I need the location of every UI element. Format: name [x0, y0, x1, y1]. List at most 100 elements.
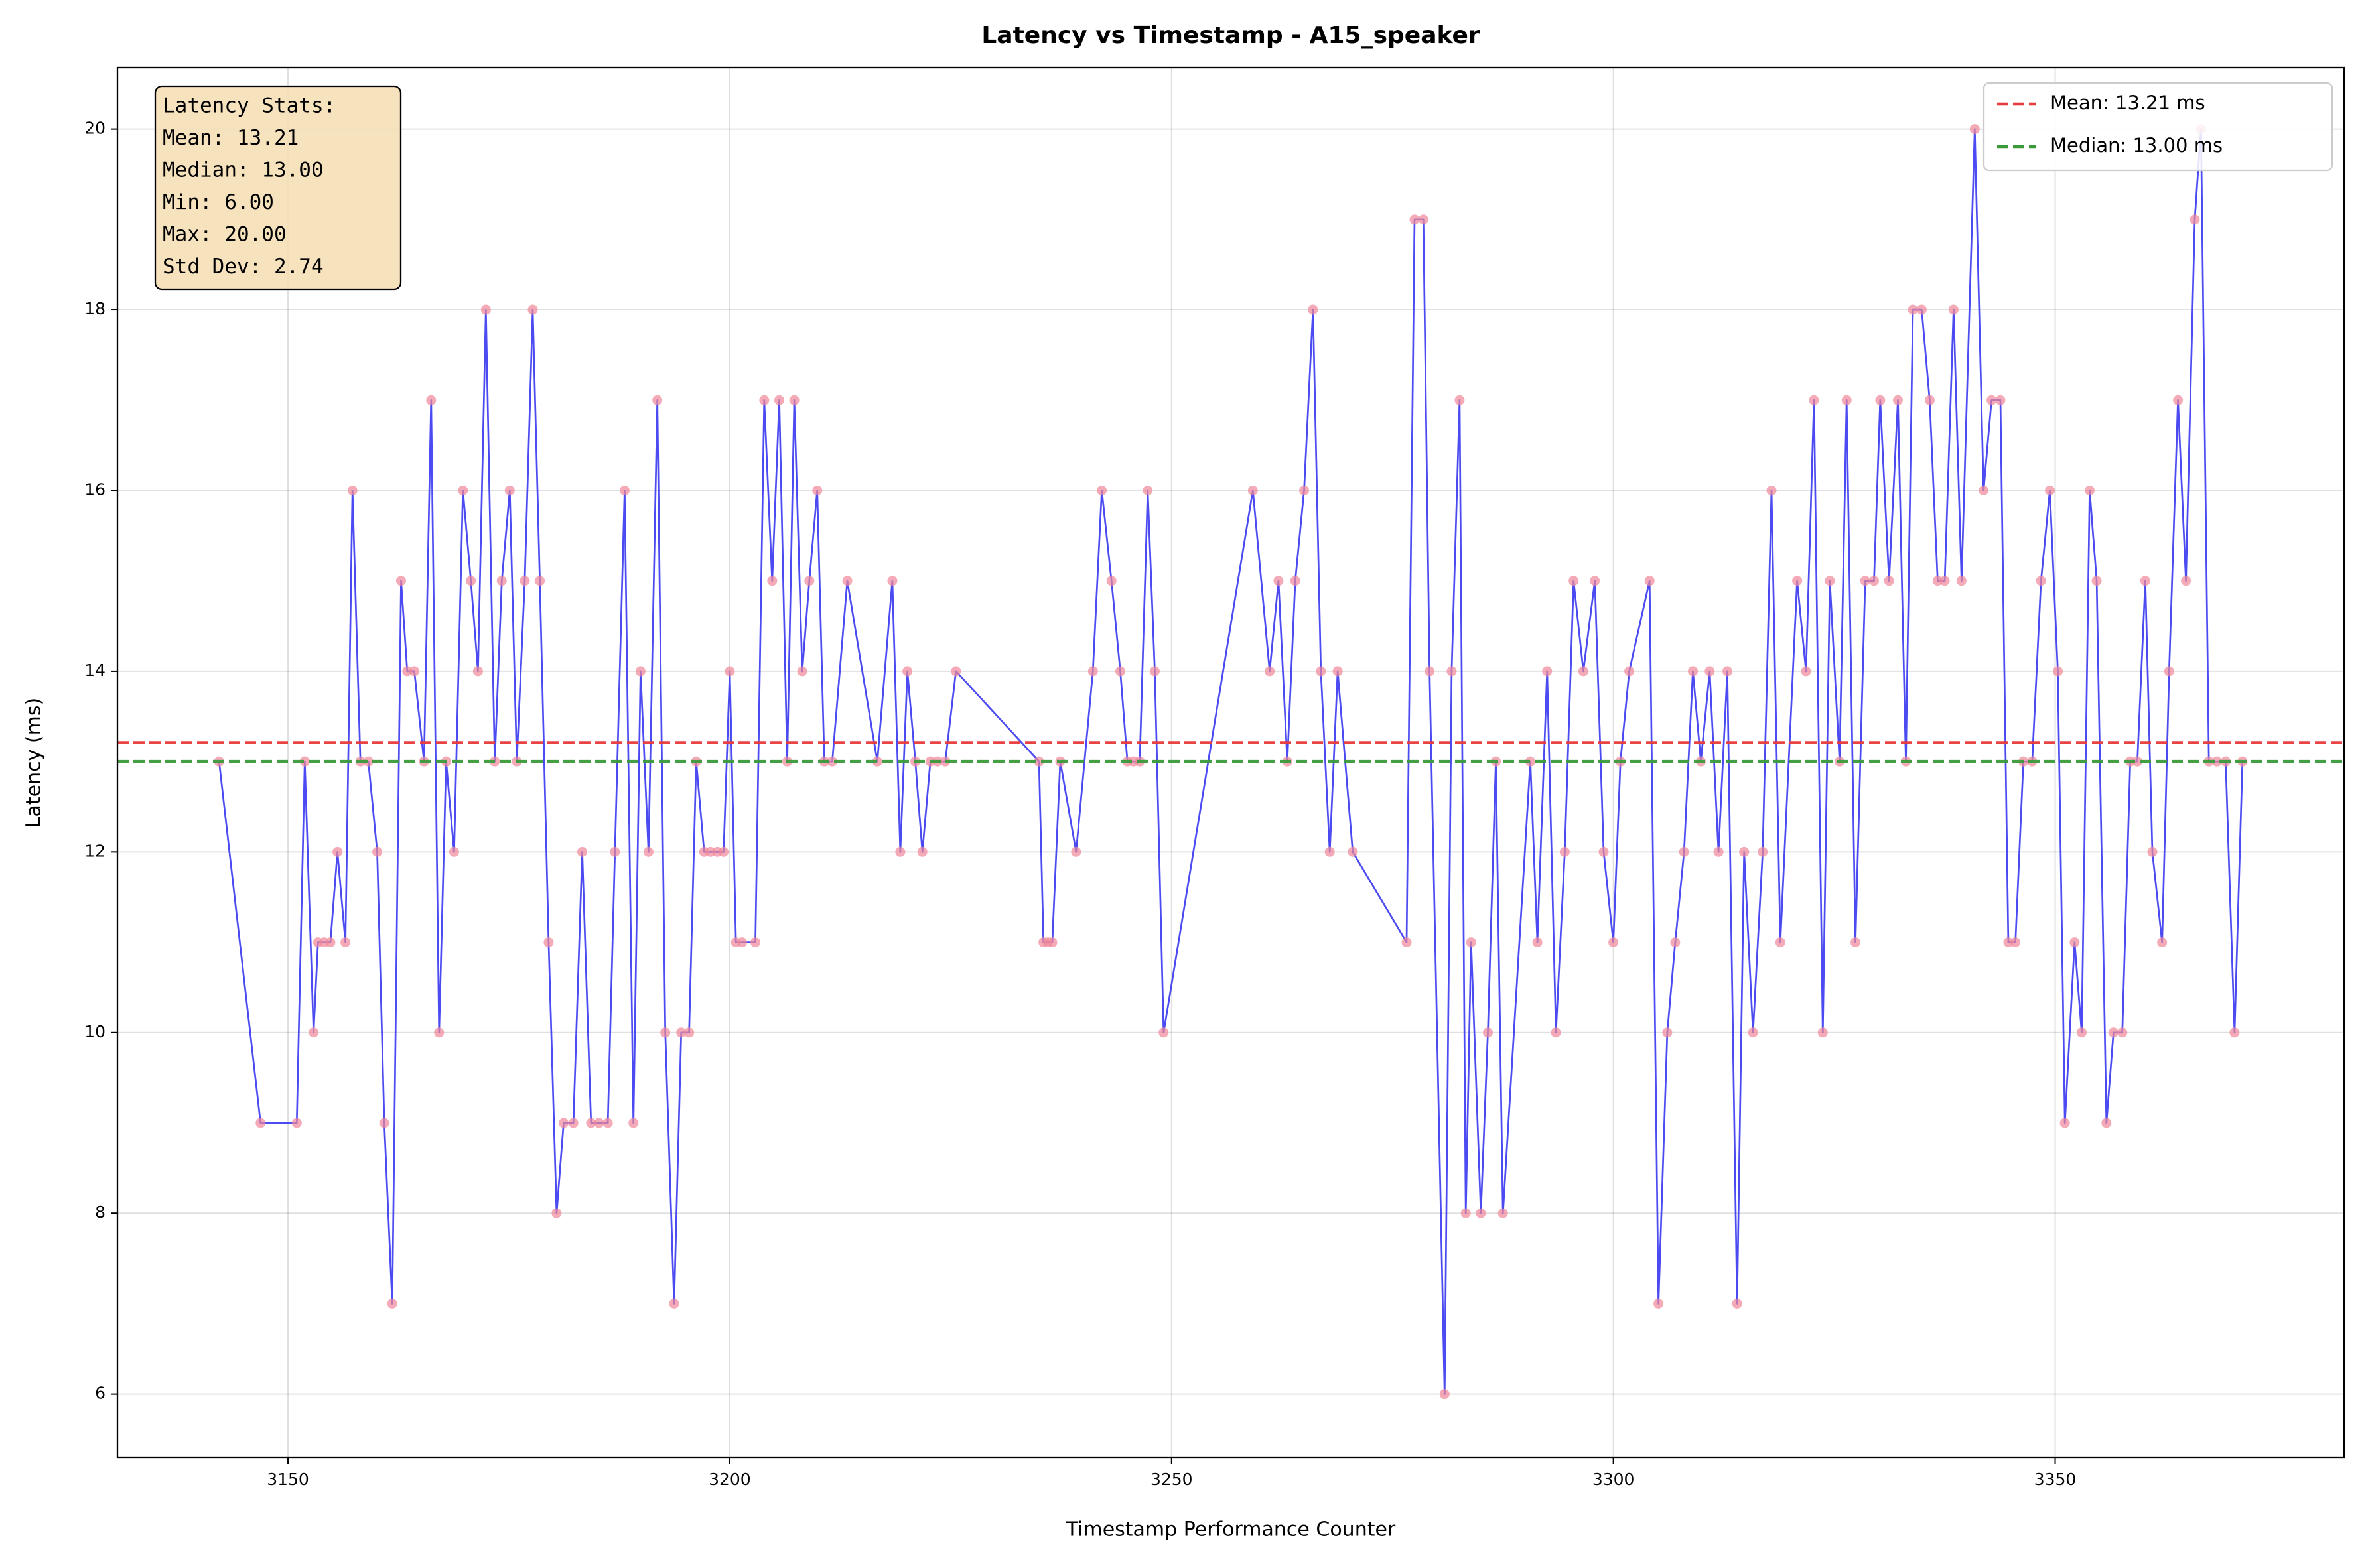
data-point [1662, 1027, 1673, 1038]
data-point [379, 1118, 389, 1128]
data-point [669, 1298, 679, 1309]
stats-line: Min: 6.00 [163, 190, 274, 214]
data-point [1722, 666, 1732, 677]
data-point [543, 937, 554, 948]
data-point [402, 666, 413, 677]
data-point [1047, 937, 1058, 948]
data-point [1809, 395, 1819, 405]
data-point [2132, 756, 2142, 767]
data-point [340, 937, 351, 948]
y-tick-label: 8 [95, 1203, 105, 1222]
data-point [895, 846, 906, 857]
data-point [1670, 937, 1681, 948]
data-point [568, 1118, 579, 1128]
data-point [1578, 666, 1588, 677]
data-point [527, 304, 538, 315]
data-point [1916, 304, 1927, 315]
data-point [2045, 485, 2055, 495]
data-point [1401, 937, 1412, 948]
data-point [1713, 846, 1724, 857]
data-point [1568, 576, 1579, 586]
data-point [395, 576, 406, 586]
data-point [1454, 395, 1465, 405]
x-tick-label: 3200 [709, 1470, 751, 1489]
data-point [1590, 576, 1600, 586]
y-tick-label: 20 [84, 119, 105, 138]
data-point [520, 576, 530, 586]
data-point [774, 395, 784, 405]
data-point [1995, 395, 2006, 405]
data-point [255, 1118, 266, 1128]
data-point [1624, 666, 1635, 677]
data-point [2091, 576, 2102, 586]
data-point [1115, 666, 1126, 677]
data-point [2173, 395, 2184, 405]
data-point [1460, 1208, 1471, 1218]
stats-line: Max: 20.00 [163, 223, 287, 247]
data-point [1324, 846, 1335, 857]
data-point [1884, 576, 1894, 586]
data-point [1948, 304, 1959, 315]
data-point [1290, 576, 1300, 586]
data-point [1986, 395, 1997, 405]
data-point [1525, 756, 1535, 767]
data-point [652, 395, 663, 405]
y-axis-label: Latency (ms) [23, 698, 46, 828]
data-point [2190, 214, 2200, 225]
data-point [887, 576, 898, 586]
data-point [466, 576, 476, 586]
y-tick-label: 10 [84, 1022, 105, 1041]
data-point [2076, 1027, 2087, 1038]
data-point [449, 846, 459, 857]
data-point [2010, 937, 2021, 948]
data-point [1979, 485, 1989, 495]
data-point [347, 485, 358, 495]
data-point [1932, 576, 1943, 586]
data-point [1497, 1208, 1508, 1218]
data-point [660, 1027, 671, 1038]
data-point [804, 576, 815, 586]
data-point [559, 1118, 569, 1128]
data-point [676, 1027, 687, 1038]
data-point [1775, 937, 1785, 948]
data-point [1034, 756, 1044, 767]
y-tick-label: 18 [84, 299, 105, 318]
data-point [1679, 846, 1689, 857]
x-tick-label: 3300 [1592, 1470, 1635, 1489]
data-point [2003, 937, 2014, 948]
data-point [1265, 666, 1275, 677]
data-point [1739, 846, 1750, 857]
data-point [1869, 576, 1880, 586]
data-point [2140, 576, 2150, 586]
data-point [1532, 937, 1543, 948]
data-point [480, 304, 491, 315]
data-point [2117, 1027, 2128, 1038]
data-point [309, 1027, 319, 1038]
data-point [363, 756, 374, 767]
y-tick-label: 14 [84, 661, 105, 680]
data-point [1418, 214, 1428, 225]
data-point [789, 395, 800, 405]
data-point [586, 1118, 596, 1128]
data-point [434, 1027, 445, 1038]
data-point [472, 666, 483, 677]
data-point [1348, 846, 1358, 857]
data-point [2084, 485, 2095, 495]
data-point [387, 1298, 397, 1309]
data-point [1850, 937, 1861, 948]
data-point [827, 756, 837, 767]
y-tick-label: 6 [95, 1384, 105, 1403]
data-point [902, 666, 913, 677]
data-point [797, 666, 807, 677]
data-point [1875, 395, 1886, 405]
data-point [1559, 846, 1570, 857]
data-point [1308, 304, 1318, 315]
data-point [1841, 395, 1852, 405]
data-point [332, 846, 343, 857]
data-point [1792, 576, 1803, 586]
data-point [610, 846, 620, 857]
data-point [504, 485, 515, 495]
data-point [1149, 666, 1160, 677]
data-point [1766, 485, 1777, 495]
